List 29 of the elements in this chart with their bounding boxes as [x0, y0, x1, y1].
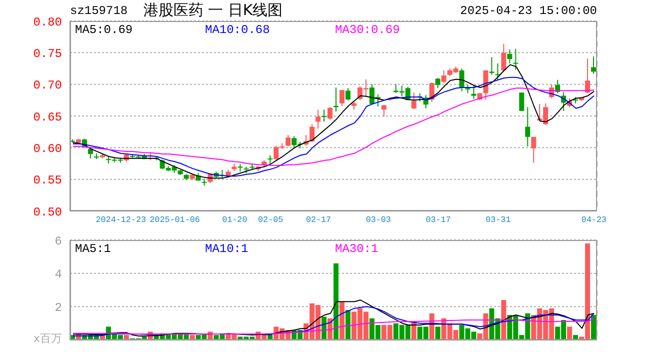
y-tick-label: 0.65	[33, 110, 62, 124]
y-tick-label: 0.60	[33, 142, 62, 156]
x-tick-label: 2024-12-23	[96, 215, 146, 225]
text: MA30:1	[335, 242, 378, 256]
y-tick-label: 0.70	[33, 78, 62, 93]
x-tick-label: 02-17	[306, 215, 332, 225]
x-tick-label: 03-03	[364, 215, 392, 226]
y-tick-label: 0.55	[33, 174, 62, 188]
y-tick-label: 0.50	[33, 205, 62, 220]
x-tick-label: 03-31	[484, 215, 512, 226]
chart-title: 港股医药 一 日K线图	[143, 1, 283, 19]
x-tick-label: 04-23	[580, 215, 608, 226]
y-tick-label: 4	[54, 268, 62, 282]
x-tick-label: 02-05	[258, 215, 284, 225]
text: MA10:1	[205, 242, 248, 256]
text: MA10:0.68	[205, 23, 270, 37]
y-tick-label: 6	[54, 234, 62, 248]
y-axis-title: x百万	[32, 332, 62, 345]
x-tick-label: 2025-01-06	[150, 215, 200, 225]
text: MA5:0.69	[75, 23, 133, 37]
y-tick-label: 0.75	[33, 46, 62, 61]
y-tick-label: 2	[54, 300, 62, 315]
text: sz159718	[70, 4, 128, 18]
x-tick-label: 03-17	[424, 215, 452, 226]
text: 2025-04-23 15:00:00	[460, 4, 597, 18]
text: MA30:0.69	[335, 23, 400, 37]
y-tick-label: 0.80	[33, 15, 62, 30]
x-tick-label: 01-20	[222, 215, 248, 225]
text: MA5:1	[75, 242, 112, 256]
